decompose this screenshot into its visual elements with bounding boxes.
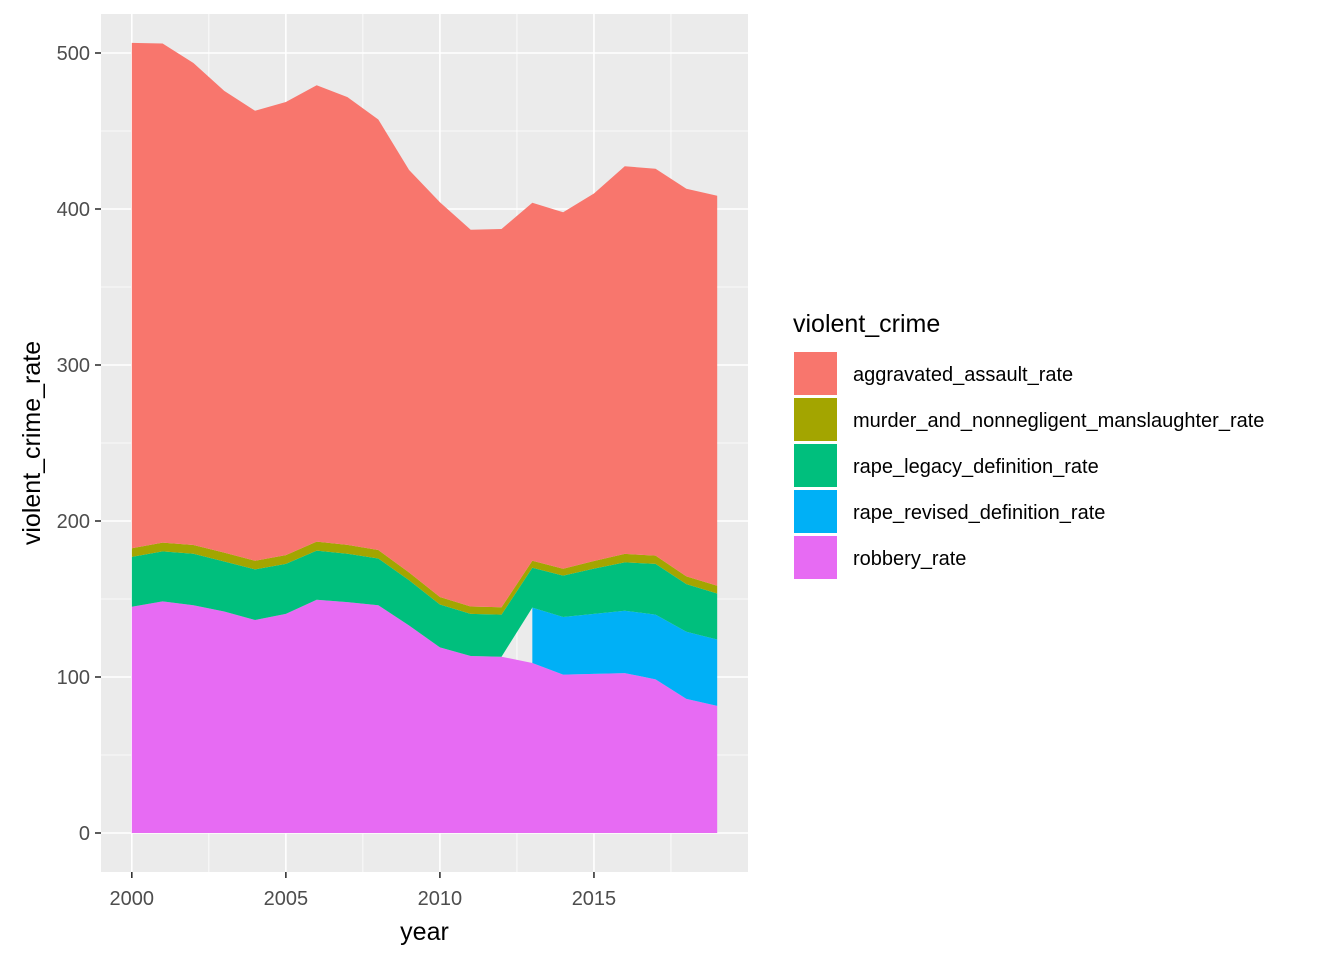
area-aggravated-assault-rate bbox=[131, 42, 718, 608]
y-tick-label: 300 bbox=[57, 355, 90, 377]
legend-label-rape-legacy-definition-rate: rape_legacy_definition_rate bbox=[853, 456, 1099, 478]
area-rape-revised-definition-rate bbox=[532, 607, 718, 706]
legend-key-rape-legacy-definition-rate bbox=[794, 444, 837, 487]
area-layers bbox=[131, 42, 718, 833]
x-axis: 2000 2005 2010 2015 bbox=[110, 872, 617, 910]
area-robbery-rate bbox=[131, 599, 718, 833]
legend-label-robbery-rate: robbery_rate bbox=[853, 548, 966, 570]
legend-label-murder-and-nonnegligent-manslaughter-rate: murder_and_nonnegligent_manslaughter_rat… bbox=[853, 410, 1264, 432]
legend: violent_crime aggravated_assault_ratemur… bbox=[793, 310, 1264, 579]
legend-label-rape-revised-definition-rate: rape_revised_definition_rate bbox=[853, 502, 1105, 524]
x-axis-title: year bbox=[400, 918, 449, 946]
legend-key-aggravated-assault-rate bbox=[794, 352, 837, 395]
x-tick-label: 2010 bbox=[418, 888, 463, 910]
y-tick-label: 400 bbox=[57, 199, 90, 221]
x-tick-label: 2015 bbox=[572, 888, 617, 910]
legend-label-aggravated-assault-rate: aggravated_assault_rate bbox=[853, 364, 1073, 386]
legend-key-rape-revised-definition-rate bbox=[794, 490, 837, 533]
area-rape-legacy-definition-rate bbox=[131, 550, 718, 657]
legend-title: violent_crime bbox=[793, 310, 940, 338]
x-tick-label: 2005 bbox=[264, 888, 309, 910]
y-tick-label: 200 bbox=[57, 511, 90, 533]
x-tick-label: 2000 bbox=[110, 888, 155, 910]
y-axis: 0 100 200 300 400 500 bbox=[57, 43, 101, 845]
y-tick-label: 500 bbox=[57, 43, 90, 65]
legend-key-robbery-rate bbox=[794, 536, 837, 579]
legend-key-murder-and-nonnegligent-manslaughter-rate bbox=[794, 398, 837, 441]
y-tick-label: 0 bbox=[79, 823, 90, 845]
area-murder-and-nonnegligent-manslaughter-rate bbox=[131, 541, 718, 615]
y-tick-label: 100 bbox=[57, 667, 90, 689]
y-axis-title: violent_crime_rate bbox=[18, 341, 46, 545]
